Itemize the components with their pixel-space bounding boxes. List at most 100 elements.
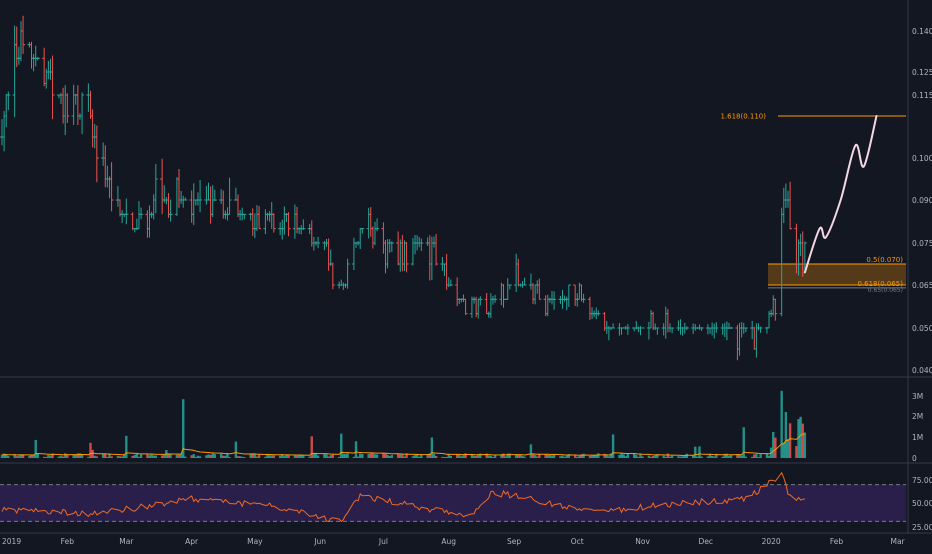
volume-bar[interactable] — [721, 456, 724, 458]
time-axis[interactable]: 2019 Feb Mar Apr May Jun Jul Aug Sep Oct Nov Dec 202… — [2, 537, 906, 546]
volume-bar[interactable] — [175, 454, 179, 458]
volume-bar[interactable] — [346, 453, 349, 458]
volume-bar[interactable] — [148, 455, 151, 458]
volume-bar[interactable] — [72, 454, 75, 458]
volume-axis[interactable]: 3M 2M 1M 0 — [912, 392, 923, 463]
volume-bar[interactable] — [590, 455, 594, 458]
volume-bar[interactable] — [361, 453, 364, 458]
volume-bar[interactable] — [118, 456, 122, 458]
volume-bar[interactable] — [576, 456, 579, 458]
volume-bar[interactable] — [293, 455, 297, 458]
volume-bar[interactable] — [519, 454, 522, 458]
volume-bar[interactable] — [272, 455, 276, 458]
volume-bar[interactable] — [723, 453, 726, 458]
volume-bar[interactable] — [784, 412, 788, 458]
volume-bar[interactable] — [470, 453, 474, 458]
volume-bar[interactable] — [428, 453, 431, 458]
volume-bar[interactable] — [106, 456, 109, 458]
volume-bar[interactable] — [531, 453, 535, 458]
volume-bar[interactable] — [725, 453, 729, 458]
volume-bar[interactable] — [80, 454, 84, 458]
volume-bar[interactable] — [369, 453, 372, 458]
volume-bar[interactable] — [445, 456, 448, 458]
volume-bar[interactable] — [803, 432, 807, 458]
volume-bar[interactable] — [116, 455, 120, 458]
volume-bar[interactable] — [135, 453, 139, 458]
volume-bar[interactable] — [753, 454, 756, 458]
volume-bar[interactable] — [2, 453, 6, 458]
volume-bar[interactable] — [504, 456, 507, 458]
volume-bar[interactable] — [123, 454, 126, 458]
volume-bar[interactable] — [506, 453, 509, 458]
volume-bar[interactable] — [42, 456, 46, 458]
volume-bar[interactable] — [694, 446, 697, 458]
volume-bar[interactable] — [447, 454, 450, 458]
volume-bar[interactable] — [502, 453, 505, 458]
volume-bar[interactable] — [611, 434, 615, 458]
volume-bar[interactable] — [786, 438, 790, 458]
volume-bar[interactable] — [152, 455, 155, 458]
volume-bar[interactable] — [74, 454, 77, 458]
price-panel[interactable]: 1.618(0.110) 0.5(0.070) 0.618(0.065)0.65(0… — [0, 0, 932, 534]
volume-bar[interactable] — [489, 455, 493, 458]
volume-bar[interactable] — [418, 456, 421, 458]
volume-bar[interactable] — [137, 456, 141, 458]
volume-bar[interactable] — [546, 454, 549, 458]
volume-bar[interactable] — [609, 453, 613, 458]
volume-bar[interactable] — [329, 455, 332, 458]
volume-panel[interactable] — [0, 390, 932, 464]
volume-bar[interactable] — [15, 456, 18, 458]
volume-bar[interactable] — [529, 444, 533, 458]
volume-bar[interactable] — [64, 453, 67, 458]
volume-bar[interactable] — [521, 455, 524, 458]
volume-bar[interactable] — [131, 455, 134, 458]
volume-bar[interactable] — [255, 456, 259, 458]
volume-bar[interactable] — [432, 453, 436, 458]
volume-bar[interactable] — [399, 454, 402, 458]
volume-bar[interactable] — [740, 455, 743, 458]
volume-bar[interactable] — [487, 455, 490, 458]
volume-bar[interactable] — [300, 455, 303, 458]
volume-bar[interactable] — [266, 453, 269, 458]
volume-bar[interactable] — [485, 453, 488, 458]
volume-bar[interactable] — [464, 453, 467, 458]
volume-bar[interactable] — [514, 454, 518, 458]
volume-bar[interactable] — [426, 453, 429, 458]
volume-bar[interactable] — [207, 454, 210, 458]
volume-bar[interactable] — [656, 454, 659, 458]
volume-bar[interactable] — [441, 456, 444, 458]
volume-bar[interactable] — [479, 453, 482, 458]
volume-bar[interactable] — [281, 454, 284, 458]
volume-bar[interactable] — [51, 453, 54, 458]
volume-bar[interactable] — [110, 456, 113, 458]
volume-bar[interactable] — [736, 454, 739, 458]
volume-bar[interactable] — [17, 455, 21, 458]
volume-bar[interactable] — [668, 456, 672, 458]
volume-bar[interactable] — [458, 455, 461, 458]
volume-bar[interactable] — [57, 456, 61, 458]
volume-bar[interactable] — [632, 453, 636, 458]
volume-bar[interactable] — [0, 454, 4, 458]
volume-bar[interactable] — [270, 455, 273, 458]
volume-bar[interactable] — [691, 455, 695, 458]
volume-bar[interactable] — [472, 455, 476, 458]
volume-bar[interactable] — [677, 456, 680, 458]
volume-bar[interactable] — [567, 454, 571, 458]
volume-bar[interactable] — [782, 442, 785, 458]
volume-bar[interactable] — [13, 454, 16, 458]
volume-bar[interactable] — [578, 455, 581, 458]
volume-bar[interactable] — [66, 455, 69, 458]
volume-bar[interactable] — [679, 456, 682, 458]
volume-bar[interactable] — [312, 453, 316, 458]
volume-bar[interactable] — [403, 456, 406, 458]
volume-bar[interactable] — [647, 455, 651, 458]
volume-bar[interactable] — [224, 455, 227, 458]
volume-bar[interactable] — [264, 456, 267, 458]
rsi-axis[interactable]: 75.00 50.00 25.00 — [912, 476, 932, 532]
volume-bar[interactable] — [460, 456, 463, 458]
volume-bar[interactable] — [226, 453, 229, 458]
volume-bar[interactable] — [573, 455, 577, 458]
volume-bar[interactable] — [219, 453, 223, 458]
volume-bar[interactable] — [243, 457, 246, 458]
